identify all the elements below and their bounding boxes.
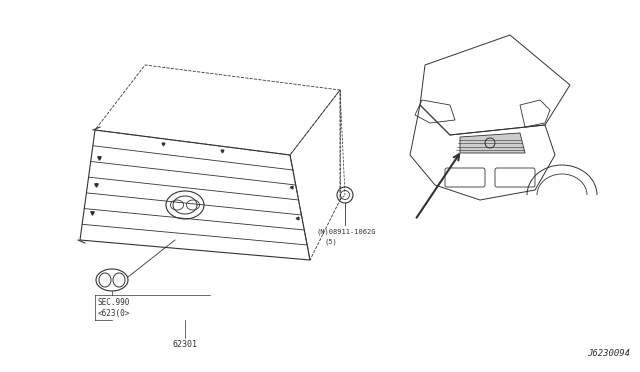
Text: SEC.990: SEC.990 (98, 298, 131, 307)
Polygon shape (460, 133, 525, 153)
Text: <623(0>: <623(0> (98, 309, 131, 318)
Text: J6230094: J6230094 (587, 349, 630, 358)
Text: 62301: 62301 (173, 340, 198, 349)
Text: (5): (5) (325, 238, 338, 244)
Text: (N)08911-1062G: (N)08911-1062G (317, 228, 376, 234)
